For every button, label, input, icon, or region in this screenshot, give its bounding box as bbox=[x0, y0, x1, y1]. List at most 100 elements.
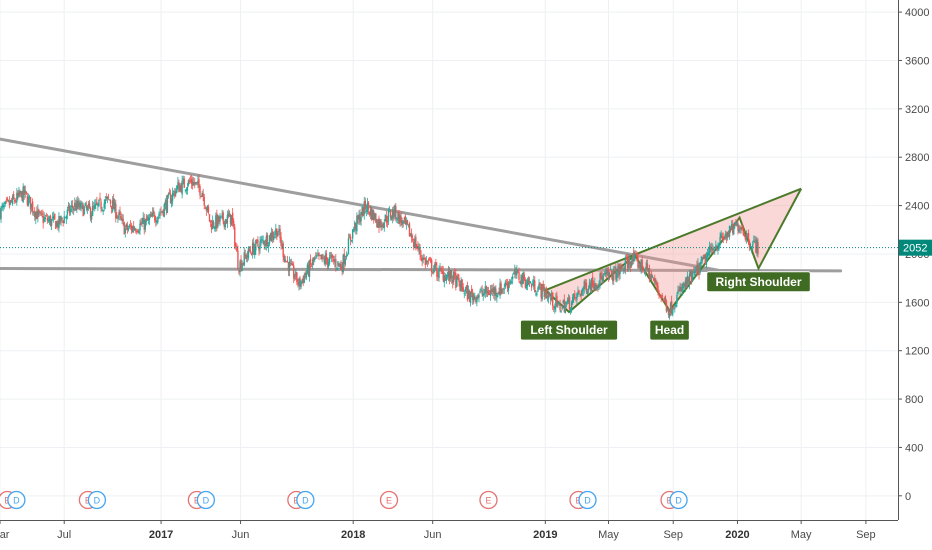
candle-body bbox=[689, 271, 692, 276]
candle-body bbox=[544, 292, 547, 296]
price-tick-label: 0 bbox=[905, 491, 911, 503]
candle-body bbox=[151, 212, 154, 217]
candle-body bbox=[729, 227, 732, 229]
candle-body bbox=[162, 209, 164, 216]
candle-body bbox=[509, 281, 512, 284]
candle-body bbox=[103, 203, 105, 209]
price-axis-bg bbox=[898, 0, 932, 550]
candle-body bbox=[559, 304, 561, 311]
candle-body bbox=[3, 205, 5, 207]
dividend-marker[interactable]: D bbox=[578, 490, 597, 510]
candle-body bbox=[55, 221, 57, 229]
time-tick-label: Mar bbox=[0, 529, 10, 541]
candle-body bbox=[140, 221, 142, 225]
candle-body bbox=[419, 247, 421, 255]
candle-body bbox=[622, 268, 624, 271]
candle-body bbox=[607, 269, 610, 277]
candle-body bbox=[464, 288, 467, 292]
candle-body bbox=[546, 296, 549, 297]
earnings-dividend-events[interactable]: EDEDEDEDEEEDED bbox=[0, 490, 688, 510]
candle-body bbox=[602, 275, 604, 283]
candle-body bbox=[224, 219, 226, 228]
annotation-label[interactable]: Right Shoulder bbox=[706, 271, 811, 293]
candle-body bbox=[440, 267, 442, 271]
pattern-neckline[interactable] bbox=[544, 187, 802, 292]
candle-body bbox=[749, 246, 752, 248]
candle-body bbox=[328, 257, 331, 264]
candle-body bbox=[237, 250, 239, 269]
candle-body bbox=[241, 263, 243, 271]
time-axis[interactable]: Mar Jul 2017 Jun 2018 Jun 2019 May Sep 2020 May Sep bbox=[0, 520, 932, 550]
dividend-marker[interactable]: D bbox=[87, 490, 107, 510]
candle-body bbox=[669, 303, 672, 314]
dividend-marker[interactable]: D bbox=[296, 490, 315, 510]
candle-body bbox=[306, 264, 309, 274]
candle-body bbox=[423, 258, 425, 259]
candle-body bbox=[384, 214, 387, 222]
candle-body bbox=[656, 282, 658, 287]
candle-body bbox=[288, 261, 291, 271]
candle-body bbox=[371, 210, 374, 221]
event-letter: D bbox=[675, 496, 682, 506]
candle-body bbox=[16, 192, 18, 203]
candle-body bbox=[639, 263, 641, 269]
pattern-annotations[interactable]: Left Shoulder Head Right Shoulder bbox=[519, 271, 811, 341]
candle-body bbox=[167, 193, 170, 196]
candle-body bbox=[256, 239, 258, 241]
candle-body bbox=[497, 293, 499, 294]
candle-body bbox=[713, 250, 715, 253]
candle-body bbox=[231, 212, 234, 223]
candle-body bbox=[342, 254, 344, 273]
candle-body bbox=[305, 272, 308, 278]
candle-body bbox=[147, 217, 150, 221]
candle-body bbox=[468, 291, 471, 302]
candle-body bbox=[266, 234, 269, 246]
candle-body bbox=[83, 206, 85, 215]
trendline-descending-resistance[interactable] bbox=[0, 137, 803, 287]
candle-body bbox=[260, 239, 262, 243]
candle-body bbox=[548, 294, 551, 296]
candle-body bbox=[433, 269, 435, 272]
candle-body bbox=[350, 240, 353, 242]
candle-body bbox=[18, 190, 20, 197]
candle-body bbox=[728, 225, 731, 237]
price-axis[interactable]: 4000360032002800240020001600120080040002… bbox=[898, 0, 932, 550]
candle-body bbox=[251, 242, 254, 255]
candle-body bbox=[672, 309, 674, 315]
candle-body bbox=[408, 223, 411, 237]
candle-body bbox=[386, 220, 389, 223]
candle-body bbox=[501, 288, 503, 294]
candle-body bbox=[636, 253, 638, 258]
candle-body bbox=[49, 216, 52, 226]
candle-body bbox=[168, 192, 171, 195]
candle-body bbox=[486, 290, 489, 293]
candle-body bbox=[458, 278, 460, 283]
annotation-label[interactable]: Left Shoulder bbox=[519, 319, 619, 341]
candle-body bbox=[25, 191, 28, 194]
candle-body bbox=[624, 259, 627, 271]
candle-body bbox=[488, 294, 491, 295]
candle-body bbox=[740, 227, 742, 229]
annotation-label[interactable]: Head bbox=[649, 319, 690, 341]
candle-body bbox=[686, 275, 689, 285]
candle-body bbox=[166, 195, 169, 213]
earnings-marker[interactable]: E bbox=[379, 490, 399, 510]
earnings-marker[interactable]: E bbox=[479, 490, 498, 510]
candle-body bbox=[589, 283, 592, 291]
dividend-marker[interactable]: D bbox=[196, 490, 216, 510]
candle-body bbox=[609, 268, 612, 271]
candle-body bbox=[754, 240, 756, 242]
candle-body bbox=[406, 220, 409, 225]
dividend-marker[interactable]: D bbox=[669, 490, 688, 510]
trendlines[interactable] bbox=[0, 137, 843, 287]
candle-body bbox=[500, 283, 502, 295]
candle-body bbox=[35, 212, 37, 220]
dividend-marker[interactable]: D bbox=[7, 490, 26, 510]
candle-body bbox=[427, 260, 430, 262]
candle-body bbox=[337, 261, 339, 266]
candle-body bbox=[240, 259, 242, 270]
candle-body bbox=[320, 254, 322, 260]
candle-body bbox=[650, 273, 653, 279]
candle-body bbox=[657, 285, 659, 291]
